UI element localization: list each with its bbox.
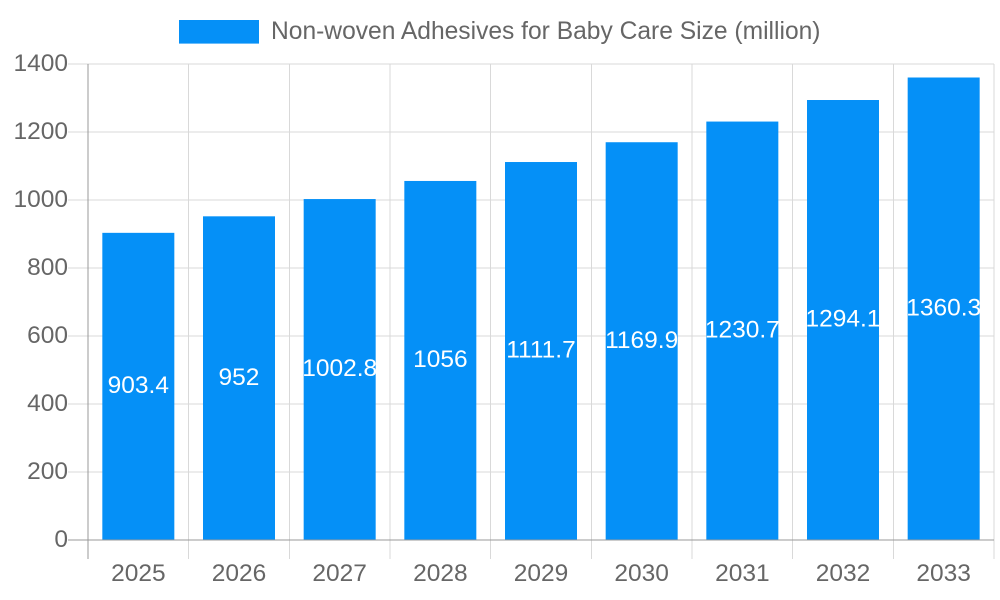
svg-text:600: 600	[27, 322, 68, 349]
svg-text:2032: 2032	[816, 560, 871, 587]
svg-text:800: 800	[27, 254, 68, 281]
svg-text:2026: 2026	[212, 560, 267, 587]
svg-text:2027: 2027	[312, 560, 367, 587]
svg-text:1169.9: 1169.9	[605, 327, 678, 354]
svg-text:952: 952	[219, 364, 260, 391]
svg-text:0: 0	[54, 526, 68, 553]
svg-text:400: 400	[27, 390, 68, 417]
svg-text:1400: 1400	[13, 50, 68, 77]
svg-text:1000: 1000	[13, 186, 68, 213]
svg-text:1230.7: 1230.7	[705, 316, 780, 343]
svg-text:200: 200	[27, 458, 68, 485]
svg-text:1056: 1056	[413, 346, 468, 373]
svg-text:1294.1: 1294.1	[806, 306, 881, 333]
svg-text:903.4: 903.4	[108, 372, 169, 399]
svg-text:1111.7: 1111.7	[506, 337, 575, 364]
svg-text:2030: 2030	[614, 560, 669, 587]
svg-text:1360.3: 1360.3	[906, 294, 981, 321]
svg-text:2025: 2025	[111, 560, 166, 587]
svg-text:2028: 2028	[413, 560, 468, 587]
svg-text:1200: 1200	[13, 118, 68, 145]
svg-text:Non-woven Adhesives for Baby C: Non-woven Adhesives for Baby Care Size (…	[271, 18, 821, 45]
svg-text:1002.8: 1002.8	[302, 355, 377, 382]
svg-text:2029: 2029	[514, 560, 569, 587]
svg-text:2031: 2031	[715, 560, 770, 587]
svg-text:2033: 2033	[916, 560, 971, 587]
